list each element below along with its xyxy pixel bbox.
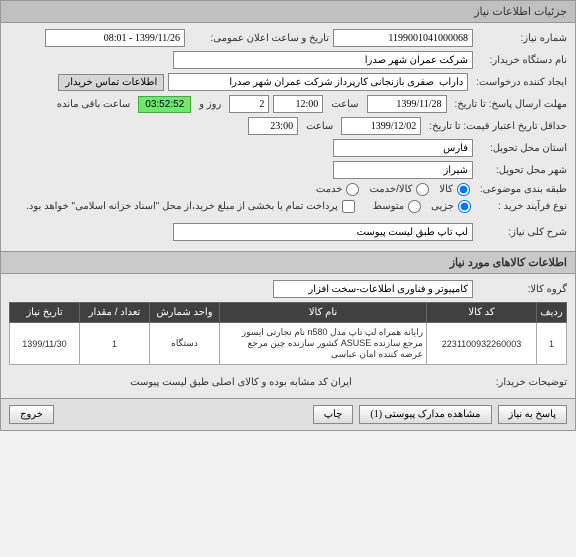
cell-name: رایانه همراه لپ تاپ مدل n580 نام تجارتی …	[220, 323, 427, 365]
attachments-button[interactable]: مشاهده مدارک پیوستی (1)	[359, 405, 491, 424]
cell-date: 1399/11/30	[10, 323, 80, 365]
price-validity-time[interactable]	[248, 117, 298, 135]
remain-suffix: ساعت باقی مانده	[53, 99, 134, 110]
delivery-province-label: استان محل تحویل:	[477, 143, 567, 154]
th-name: نام کالا	[220, 303, 427, 323]
announce-label: تاریخ و ساعت اعلان عمومی:	[189, 33, 329, 44]
goods-info-header: اطلاعات کالاهای مورد نیاز	[1, 251, 575, 274]
price-validity-date[interactable]	[341, 117, 421, 135]
cell-row: 1	[537, 323, 567, 365]
creator-label: ایجاد کننده درخواست:	[472, 77, 567, 88]
budget-label: طبقه بندی موضوعی:	[476, 184, 567, 195]
buyer-notes-label: توضیحات خریدار:	[477, 377, 567, 388]
buyer-org-label: نام دستگاه خریدار:	[477, 55, 567, 66]
footer-bar: پاسخ به نیاز مشاهده مدارک پیوستی (1) چاپ…	[1, 398, 575, 430]
purchase-medium-radio[interactable]	[408, 200, 421, 213]
purchase-minor-radio[interactable]	[458, 200, 471, 213]
cell-code: 2231100932260003	[427, 323, 537, 365]
th-code: کد کالا	[427, 303, 537, 323]
delivery-province-input[interactable]	[333, 139, 473, 157]
budget-goods[interactable]: کالا	[439, 183, 472, 196]
budget-service-radio[interactable]	[346, 183, 359, 196]
announce-input[interactable]	[45, 29, 185, 47]
panel-body: شماره نیاز: تاریخ و ساعت اعلان عمومی: نا…	[1, 23, 575, 251]
panel-title: جزئیات اطلاعات نیاز	[1, 1, 575, 23]
close-button[interactable]: خروج	[9, 405, 54, 424]
goods-table: ردیف کد کالا نام کالا واحد شمارش تعداد /…	[9, 302, 567, 365]
purchase-minor[interactable]: جزیی	[431, 200, 473, 213]
budget-radio-group: کالا کالا/خدمت خدمت	[316, 183, 472, 196]
details-panel: جزئیات اطلاعات نیاز شماره نیاز: تاریخ و …	[0, 0, 576, 431]
general-desc-input[interactable]	[173, 223, 473, 241]
delivery-city-input[interactable]	[333, 161, 473, 179]
purchase-type-label: نوع فرآیند خرید :	[477, 201, 567, 212]
budget-service[interactable]: خدمت	[316, 183, 362, 196]
th-date: تاریخ نیاز	[10, 303, 80, 323]
price-validity-label: حداقل تاریخ اعتبار قیمت: تا تاریخ:	[425, 121, 567, 132]
need-number-input[interactable]	[333, 29, 473, 47]
table-row[interactable]: 1 2231100932260003 رایانه همراه لپ تاپ م…	[10, 323, 567, 365]
contact-buyer-button[interactable]: اطلاعات تماس خریدار	[58, 74, 164, 91]
partial-pay[interactable]: پرداخت تمام یا بخشی از مبلغ خرید،از محل …	[26, 200, 357, 213]
goods-group-label: گروه کالا:	[477, 284, 567, 295]
need-number-label: شماره نیاز:	[477, 33, 567, 44]
goods-group-input[interactable]	[273, 280, 473, 298]
reply-deadline-date[interactable]	[367, 95, 447, 113]
creator-input[interactable]	[168, 73, 468, 91]
reply-deadline-time[interactable]	[273, 95, 323, 113]
remain-time: 03:52:52	[138, 96, 191, 113]
general-desc-label: شرح کلی نیاز:	[477, 227, 567, 238]
reply-button[interactable]: پاسخ به نیاز	[498, 405, 568, 424]
time-label-1: ساعت	[327, 99, 362, 110]
remain-days-label: روز و	[195, 99, 225, 110]
budget-goods-service[interactable]: کالا/خدمت	[369, 183, 431, 196]
cell-qty: 1	[80, 323, 150, 365]
table-header-row: ردیف کد کالا نام کالا واحد شمارش تعداد /…	[10, 303, 567, 323]
purchase-radio-group: جزیی متوسط	[373, 200, 473, 213]
purchase-medium[interactable]: متوسط	[373, 200, 423, 213]
remain-days	[229, 95, 269, 113]
buyer-notes-section: توضیحات خریدار: ایران کد مشابه بوده و کا…	[1, 371, 575, 398]
th-qty: تعداد / مقدار	[80, 303, 150, 323]
reply-deadline-label: مهلت ارسال پاسخ: تا تاریخ:	[451, 99, 567, 110]
partial-pay-checkbox[interactable]	[342, 200, 355, 213]
buyer-org-input[interactable]	[173, 51, 473, 69]
th-unit: واحد شمارش	[150, 303, 220, 323]
budget-gs-radio[interactable]	[416, 183, 429, 196]
print-button[interactable]: چاپ	[313, 405, 354, 424]
budget-goods-radio[interactable]	[457, 183, 470, 196]
cell-unit: دستگاه	[150, 323, 220, 365]
time-label-2: ساعت	[302, 121, 337, 132]
buyer-notes-text: ایران کد مشابه بوده و کالای اصلی طبق لیس…	[9, 377, 473, 388]
delivery-city-label: شهر محل تحویل:	[477, 165, 567, 176]
th-row: ردیف	[537, 303, 567, 323]
